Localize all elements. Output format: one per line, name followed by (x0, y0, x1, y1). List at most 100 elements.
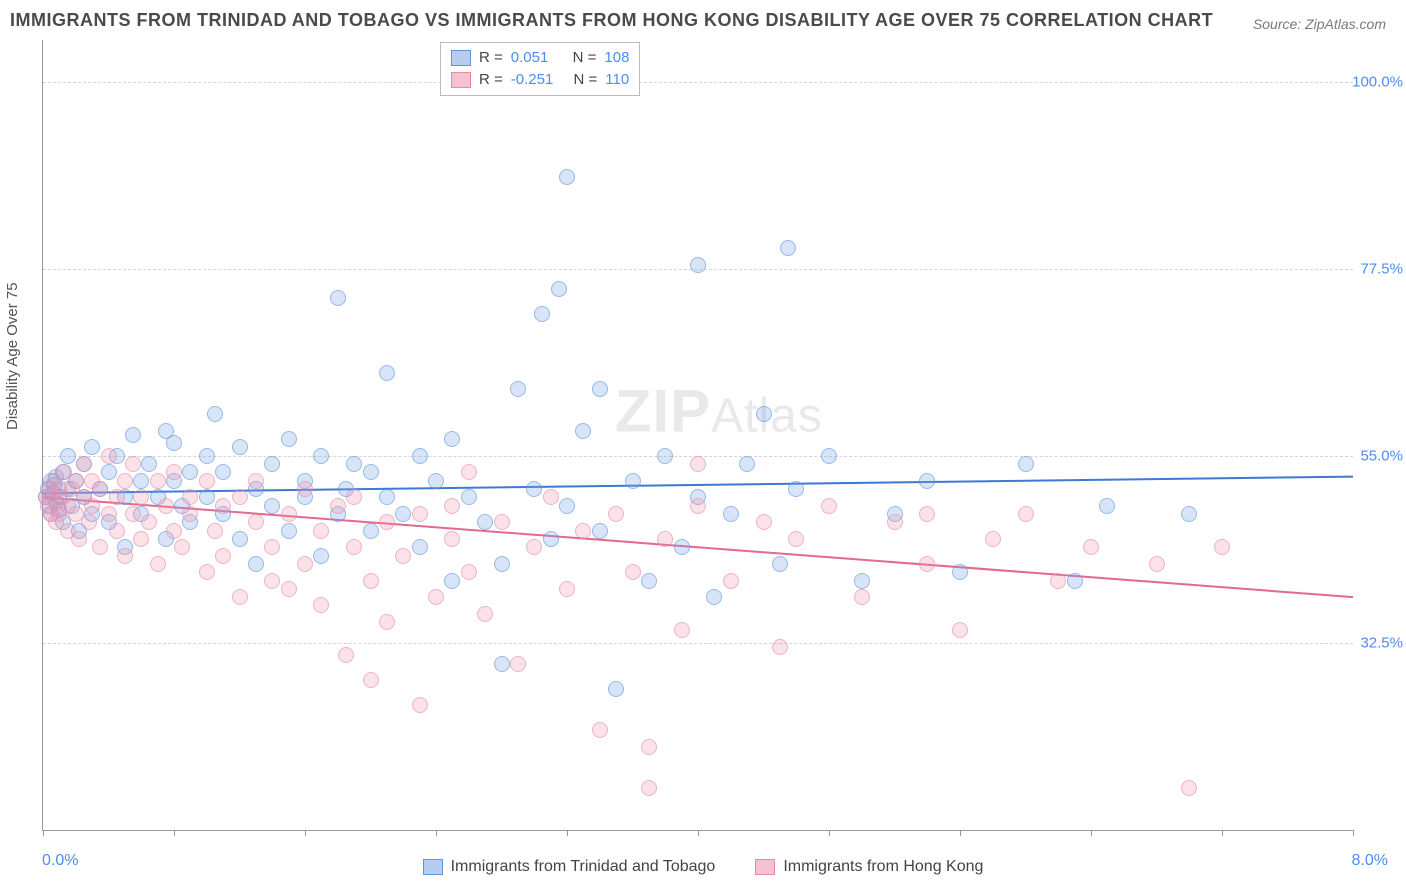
legend-item-series1: Immigrants from Trinidad and Tobago (423, 858, 716, 876)
data-point (428, 589, 444, 605)
data-point (133, 489, 149, 505)
x-tick (698, 830, 699, 836)
x-tick (436, 830, 437, 836)
data-point (690, 257, 706, 273)
data-point (510, 656, 526, 672)
y-tick-label: 32.5% (1360, 634, 1403, 651)
data-point (1083, 539, 1099, 555)
x-tick (1353, 830, 1354, 836)
data-point (575, 423, 591, 439)
data-point (657, 448, 673, 464)
data-point (706, 589, 722, 605)
data-point (166, 523, 182, 539)
data-point (510, 381, 526, 397)
r-label: R = (479, 47, 503, 69)
r-value-series2: -0.251 (511, 69, 554, 91)
x-tick (567, 830, 568, 836)
data-point (76, 456, 92, 472)
data-point (1214, 539, 1230, 555)
data-point (264, 498, 280, 514)
data-point (575, 523, 591, 539)
data-point (1018, 456, 1034, 472)
data-point (674, 539, 690, 555)
data-point (297, 481, 313, 497)
data-point (281, 523, 297, 539)
data-point (551, 281, 567, 297)
data-point (919, 556, 935, 572)
data-point (543, 531, 559, 547)
data-point (494, 556, 510, 572)
data-point (559, 498, 575, 514)
chart-source: Source: ZipAtlas.com (1253, 16, 1386, 32)
data-point (1149, 556, 1165, 572)
y-tick-label: 100.0% (1352, 73, 1403, 90)
y-tick-label: 55.0% (1360, 447, 1403, 464)
legend-label-series1: Immigrants from Trinidad and Tobago (451, 858, 716, 876)
data-point (313, 523, 329, 539)
data-point (182, 489, 198, 505)
data-point (526, 481, 542, 497)
data-point (428, 473, 444, 489)
data-point (1050, 573, 1066, 589)
data-point (952, 622, 968, 638)
data-point (182, 506, 198, 522)
data-point (109, 489, 125, 505)
data-point (641, 780, 657, 796)
legend-item-series2: Immigrants from Hong Kong (755, 858, 983, 876)
data-point (543, 489, 559, 505)
watermark-big: ZIP (615, 378, 711, 445)
plot-area: ZIPAtlas 32.5%55.0%77.5%100.0% (42, 40, 1353, 831)
data-point (625, 473, 641, 489)
data-point (854, 573, 870, 589)
data-point (199, 448, 215, 464)
data-point (788, 531, 804, 547)
legend-stats-row: R = 0.051 N = 108 (451, 47, 629, 69)
x-axis-max-label: 8.0% (1352, 852, 1388, 870)
x-tick (174, 830, 175, 836)
data-point (444, 573, 460, 589)
data-point (641, 739, 657, 755)
data-point (264, 539, 280, 555)
legend-swatch-series2 (451, 72, 471, 88)
data-point (444, 431, 460, 447)
data-point (248, 473, 264, 489)
data-point (248, 514, 264, 530)
data-point (363, 523, 379, 539)
data-point (141, 514, 157, 530)
data-point (92, 539, 108, 555)
data-point (412, 448, 428, 464)
data-point (641, 573, 657, 589)
trend-lines (43, 40, 1353, 830)
data-point (297, 556, 313, 572)
data-point (379, 514, 395, 530)
data-point (1099, 498, 1115, 514)
data-point (166, 435, 182, 451)
data-point (92, 481, 108, 497)
data-point (84, 439, 100, 455)
n-value-series1: 108 (604, 47, 629, 69)
legend-swatch-series1 (423, 859, 443, 875)
data-point (232, 439, 248, 455)
data-point (117, 473, 133, 489)
data-point (919, 506, 935, 522)
data-point (494, 514, 510, 530)
data-point (887, 514, 903, 530)
data-point (133, 531, 149, 547)
data-point (395, 506, 411, 522)
data-point (150, 556, 166, 572)
data-point (232, 589, 248, 605)
data-point (379, 489, 395, 505)
data-point (71, 531, 87, 547)
data-point (174, 539, 190, 555)
data-point (477, 606, 493, 622)
data-point (821, 498, 837, 514)
data-point (723, 573, 739, 589)
data-point (101, 464, 117, 480)
data-point (379, 614, 395, 630)
data-point (330, 498, 346, 514)
data-point (60, 448, 76, 464)
data-point (338, 647, 354, 663)
data-point (526, 539, 542, 555)
data-point (625, 564, 641, 580)
data-point (313, 448, 329, 464)
